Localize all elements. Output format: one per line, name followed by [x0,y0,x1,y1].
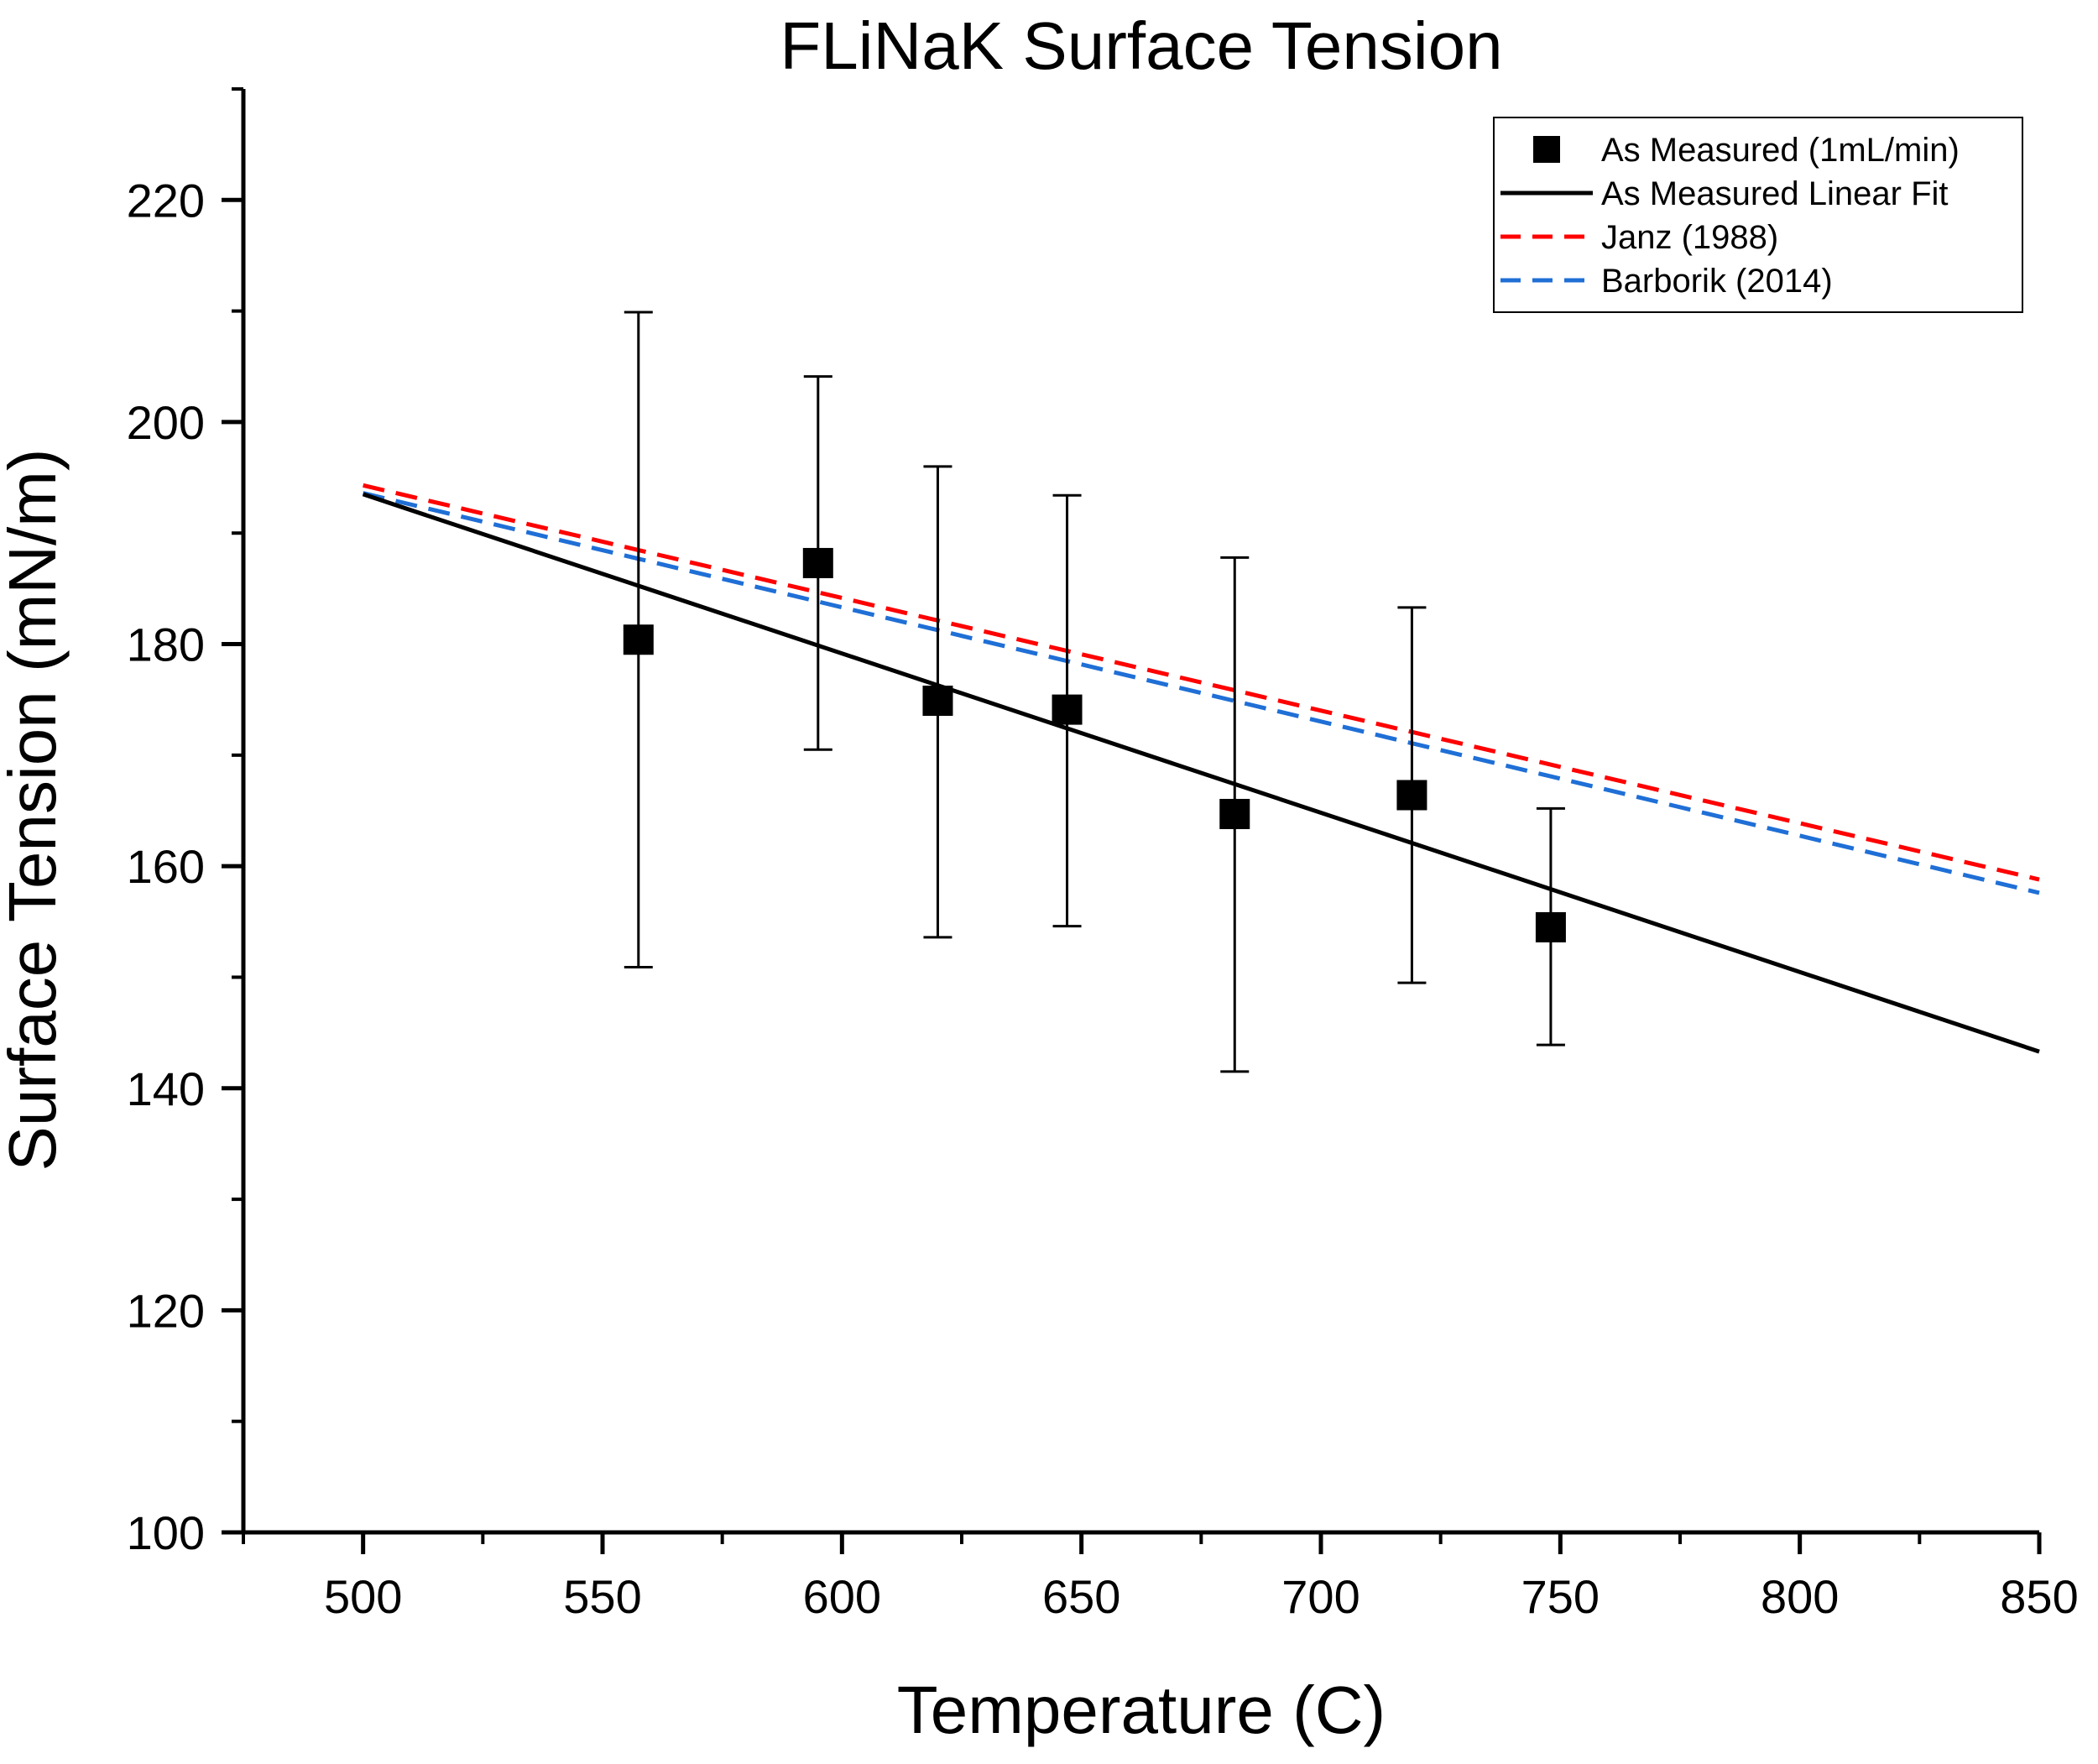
y-axis-label: Surface Tension (mN/m) [0,448,70,1171]
y-tick-label: 100 [127,1506,205,1559]
x-tick-label: 850 [2000,1570,2078,1623]
legend-label: Barborik (2014) [1601,263,1833,300]
data-point [1219,798,1250,829]
plot-area [362,311,2040,1073]
y-tick-label: 180 [127,618,205,671]
data-point [802,547,833,578]
legend-label: As Measured (1mL/min) [1601,132,1960,169]
series-line-2 [363,483,2040,882]
legend-label: As Measured Linear Fit [1601,175,1949,212]
legend-label: Janz (1988) [1601,219,1778,256]
data-point [922,686,953,717]
y-tick-label: 120 [127,1284,205,1337]
y-tick-label: 140 [127,1062,205,1115]
x-tick-label: 550 [563,1570,641,1623]
data-point [1396,780,1427,811]
x-tick-label: 750 [1521,1570,1600,1623]
series-line-1 [362,492,2040,1054]
x-axis-label: Temperature (C) [897,1673,1386,1747]
x-tick-label: 500 [324,1570,402,1623]
x-tick-label: 600 [803,1570,881,1623]
axes: 500 550 600 650 700 750 800 850 100 120 140 160 180 2… [127,87,2079,1623]
data-point [1535,911,1566,942]
y-tick-label: 220 [127,174,205,227]
data-point [623,624,654,655]
x-tick-label: 650 [1042,1570,1120,1623]
legend-marker [1533,136,1560,163]
y-tick-label: 160 [127,840,205,893]
x-tick-label: 800 [1761,1570,1839,1623]
legend: As Measured (1mL/min) As Measured Linear … [1493,117,2023,313]
chart-title: FLiNaK Surface Tension [780,8,1502,83]
x-tick-label: 700 [1281,1570,1360,1623]
series-line-3 [363,491,2040,895]
y-tick-label: 200 [127,396,205,449]
data-point [1052,694,1083,725]
